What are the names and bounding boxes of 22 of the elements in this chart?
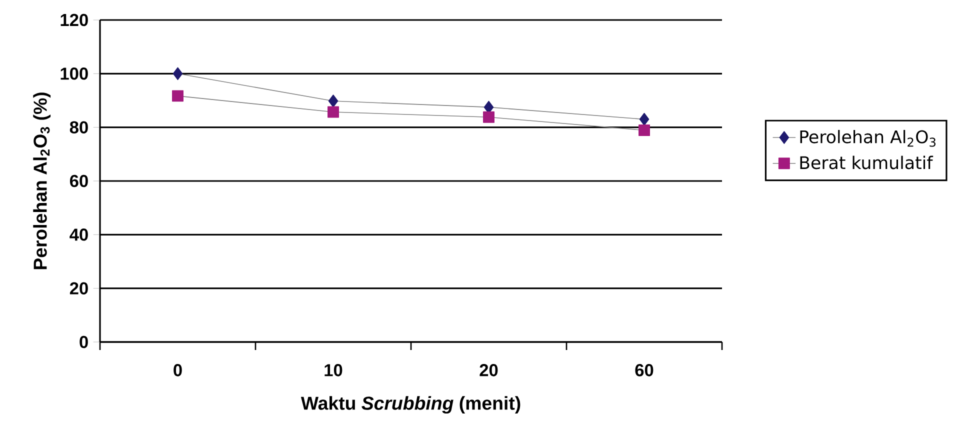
y-tick-label: 80 — [70, 121, 88, 134]
point — [172, 90, 184, 102]
legend-label: Berat kumulatif — [800, 156, 934, 170]
y-axis-title: Perolehan Al$_{2}$O$_{3}$ (%) — [33, 92, 51, 270]
point — [638, 124, 650, 136]
point — [328, 94, 338, 108]
x-tick-label: 10 — [324, 364, 342, 376]
x-axis-title: Waktu Scrubbing (menit) — [300, 396, 520, 414]
y-tick-label: 40 — [70, 228, 88, 241]
point — [483, 111, 494, 123]
x-tick-label: 20 — [480, 364, 498, 376]
point — [172, 67, 183, 80]
point — [639, 112, 650, 126]
legend-label: Perolehan Al$_{2}$O$_{3}$ — [800, 130, 936, 147]
x-tick-label: 60 — [635, 364, 654, 376]
y-tick-label: 120 — [60, 14, 88, 26]
point — [328, 106, 339, 118]
x-tick-label: 0 — [174, 364, 182, 376]
y-tick-label: 60 — [70, 174, 88, 188]
y-tick-label: 100 — [60, 68, 88, 80]
y-tick-label: 20 — [70, 282, 88, 294]
y-tick-label: 0 — [80, 336, 88, 348]
